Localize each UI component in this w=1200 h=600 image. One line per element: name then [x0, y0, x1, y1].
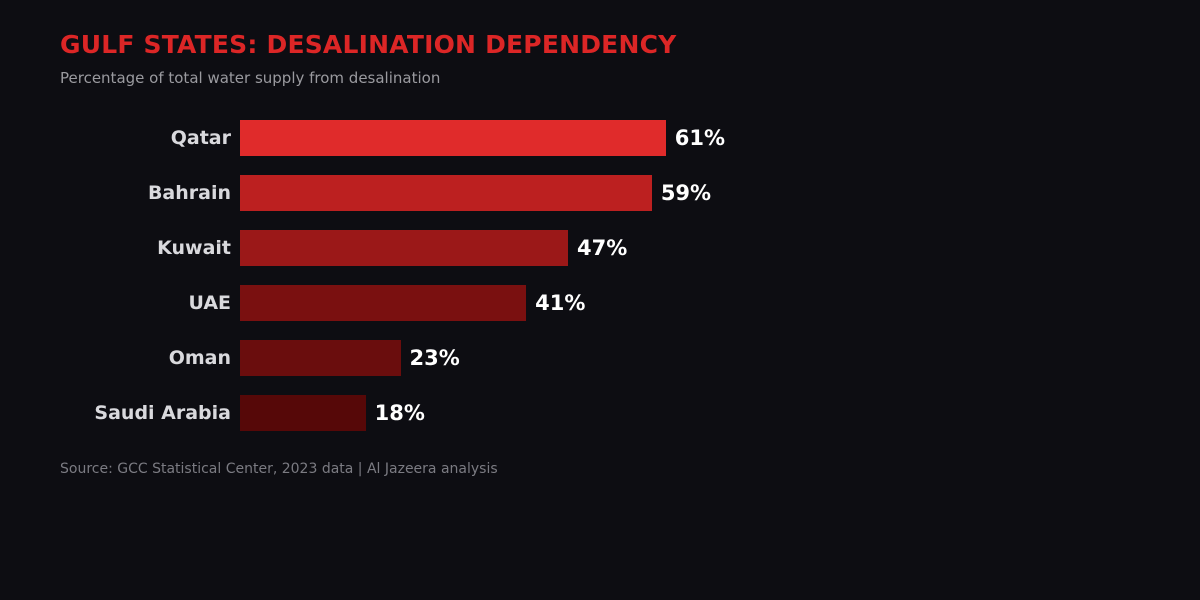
bar-value-label: 23% [409, 345, 460, 370]
bar-row: UAE 41% [0, 275, 1200, 330]
bars-area: Qatar 61% Bahrain 59% Kuwait 47% UAE [0, 110, 1200, 440]
bar-fill [240, 119, 666, 156]
chart-subtitle: Percentage of total water supply from de… [60, 69, 441, 87]
source-note: Source: GCC Statistical Center, 2023 dat… [60, 461, 498, 477]
bar-row: Oman 23% [0, 330, 1200, 385]
bar-value-label: 47% [577, 235, 628, 260]
bar-category-label: Qatar [170, 126, 231, 149]
bar-category-label: Oman [168, 346, 231, 369]
bar-category-label: Bahrain [147, 181, 231, 204]
bar-track: 18% [240, 394, 1200, 431]
bar-track: 61% [240, 119, 1200, 156]
bar-row: Bahrain 59% [0, 165, 1200, 220]
bar-value-label: 18% [374, 400, 425, 425]
bar-category-label: Kuwait [157, 236, 231, 259]
bar-value-label: 41% [535, 290, 586, 315]
bar-fill [240, 229, 569, 266]
bar-fill [240, 394, 366, 431]
bar-value-label: 61% [674, 125, 726, 150]
bar-row: Kuwait 47% [0, 220, 1200, 275]
bar-fill [240, 284, 527, 321]
bar-value-label: 59% [660, 180, 712, 205]
bar-track: 41% [240, 284, 1200, 321]
bar-track: 23% [240, 339, 1200, 376]
bar-track: 59% [240, 174, 1200, 211]
bar-fill [240, 174, 652, 211]
bar-category-label: UAE [188, 291, 231, 314]
chart-title: GULF STATES: DESALINATION DEPENDENCY [60, 30, 677, 59]
bar-row: Qatar 61% [0, 110, 1200, 165]
chart-header: GULF STATES: DESALINATION DEPENDENCY Per… [0, 28, 1200, 88]
bar-category-label: Saudi Arabia [94, 401, 231, 424]
bar-fill [240, 339, 401, 376]
bar-row: Saudi Arabia 18% [0, 385, 1200, 440]
bar-track: 47% [240, 229, 1200, 266]
